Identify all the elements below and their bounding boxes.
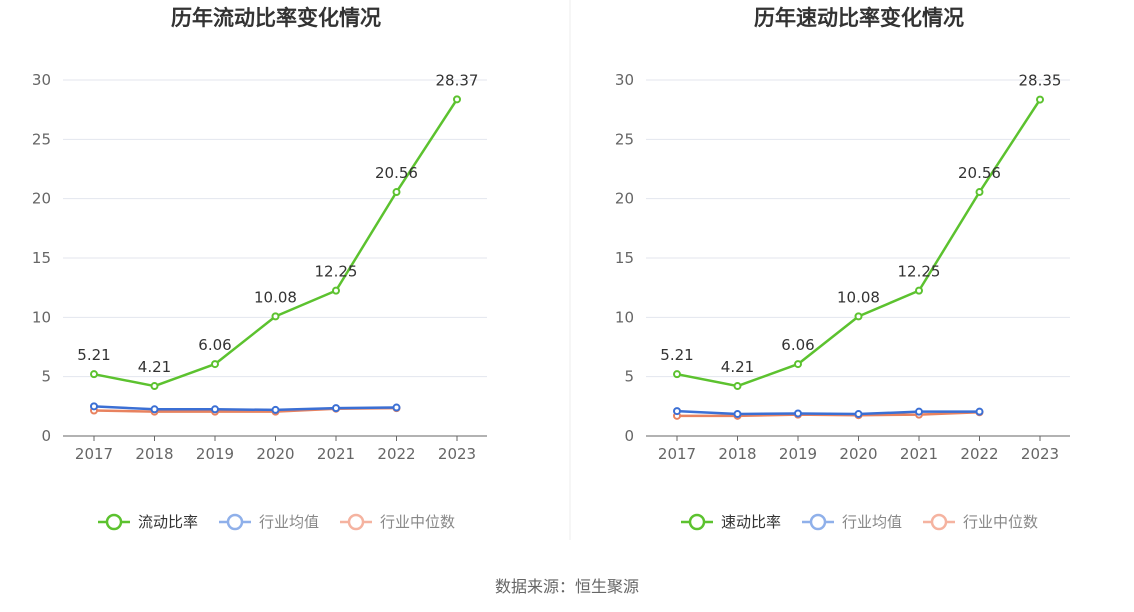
series-line [676,98,1042,388]
y-tick-label: 20 [615,190,634,208]
legend-label: 流动比率 [138,513,198,531]
data-point[interactable] [1036,95,1044,104]
y-tick-label: 25 [32,130,51,148]
x-tick-label: 2023 [1021,445,1059,463]
data-point[interactable] [733,382,742,391]
data-label: 12.25 [898,263,941,281]
data-point[interactable] [150,382,159,391]
x-tick-label: 2022 [960,445,998,463]
legend-label: 行业均值 [259,513,319,531]
data-label: 5.21 [660,346,693,364]
y-tick-label: 10 [615,308,634,326]
data-label: 28.35 [1019,72,1062,90]
y-tick-label: 25 [615,130,634,148]
data-point[interactable] [392,403,401,412]
y-tick-label: 15 [615,249,634,267]
data-point[interactable] [332,404,340,413]
data-point[interactable] [794,409,802,418]
data-label: 10.08 [837,288,880,306]
data-label: 4.21 [721,358,754,376]
data-point[interactable] [211,360,219,369]
legend-marker [688,513,706,531]
data-label: 5.21 [77,346,110,364]
x-tick-label: 2018 [135,445,173,463]
x-tick-label: 2021 [900,445,938,463]
y-tick-label: 5 [41,368,51,386]
x-tick-label: 2019 [196,445,234,463]
data-point[interactable] [854,410,863,419]
x-tick-label: 2017 [75,445,113,463]
legend-item[interactable]: 行业中位数 [340,513,455,531]
y-tick-label: 0 [624,427,634,445]
data-label: 28.37 [436,71,479,89]
x-tick-label: 2023 [438,445,476,463]
data-point[interactable] [332,286,340,295]
x-tick-label: 2022 [377,445,415,463]
legend-item[interactable]: 行业中位数 [923,513,1038,531]
y-tick-label: 0 [41,427,51,445]
legend-marker [226,513,244,531]
data-label: 6.06 [198,336,231,354]
data-source-note: 数据来源：恒生聚源 [494,577,639,596]
legend-label: 行业中位数 [963,513,1038,531]
data-label: 10.08 [254,288,297,306]
legend-label: 行业均值 [842,513,902,531]
y-tick-label: 5 [624,368,634,386]
data-point[interactable] [271,405,280,414]
legend-marker [930,513,948,531]
data-point[interactable] [150,405,159,414]
legend-label: 行业中位数 [380,513,455,531]
x-tick-label: 2018 [718,445,756,463]
chart-title: 历年速动比率变化情况 [754,6,964,30]
x-tick-label: 2019 [779,445,817,463]
x-tick-label: 2021 [317,445,355,463]
data-point[interactable] [915,407,923,416]
legend-item[interactable]: 行业均值 [802,513,902,531]
data-label: 4.21 [138,358,171,376]
y-tick-label: 20 [32,190,51,208]
data-point[interactable] [271,312,280,321]
legend-marker [347,513,365,531]
data-point[interactable] [673,407,681,416]
data-label: 6.06 [781,336,814,354]
series-line [93,98,459,388]
legend-marker [105,513,123,531]
data-point[interactable] [90,370,98,379]
data-point[interactable] [673,370,681,379]
data-point[interactable] [453,95,461,104]
data-label: 12.25 [315,263,358,281]
data-point[interactable] [211,405,219,414]
y-tick-label: 10 [32,308,51,326]
series-line [676,409,980,416]
data-point[interactable] [90,402,98,411]
chart-title: 历年流动比率变化情况 [171,6,381,30]
x-tick-label: 2020 [839,445,877,463]
data-point[interactable] [915,286,923,295]
x-tick-label: 2017 [658,445,696,463]
legend-label: 速动比率 [721,513,781,531]
legend-item[interactable]: 速动比率 [681,513,781,531]
data-point[interactable] [794,360,802,369]
quick-ratio-chart: 历年速动比率变化情况 0 5 10 15 20 25 30 2017 2018 2019 2020 20… [615,6,1070,531]
series-line [93,405,397,412]
y-tick-label: 30 [615,71,634,89]
data-point[interactable] [854,312,863,321]
current-ratio-chart: 历年流动比率变化情况 0 5 10 15 20 25 30 2017 2018 2019 2020 20… [32,6,487,531]
data-point[interactable] [392,188,401,197]
legend-item[interactable]: 流动比率 [98,513,198,531]
data-point[interactable] [733,410,742,419]
y-tick-label: 15 [32,249,51,267]
data-label: 20.56 [375,164,418,182]
x-tick-label: 2020 [256,445,294,463]
data-point[interactable] [975,407,984,416]
data-point[interactable] [975,188,984,197]
data-label: 20.56 [958,164,1001,182]
y-tick-label: 30 [32,71,51,89]
legend-item[interactable]: 行业均值 [219,513,319,531]
legend-marker [809,513,827,531]
